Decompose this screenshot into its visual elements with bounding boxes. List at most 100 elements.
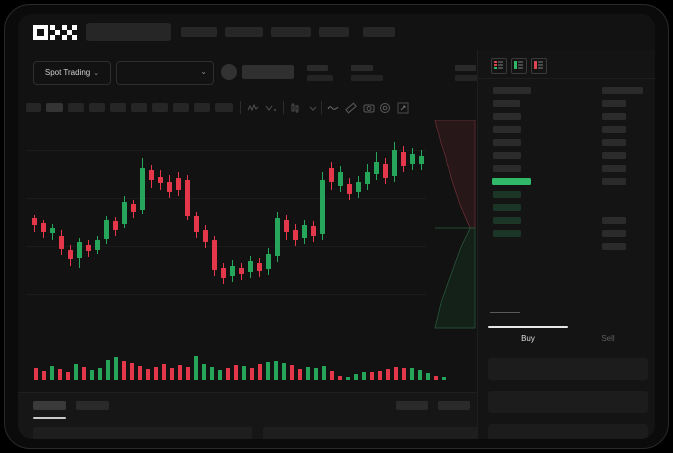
- orders-panel: [18, 392, 482, 439]
- volume-bar: [130, 363, 134, 380]
- orderbook-bid-row[interactable]: [493, 191, 521, 198]
- orderbook-best-price-row[interactable]: [492, 178, 531, 185]
- volume-bar: [66, 372, 70, 380]
- volume-bar: [282, 363, 286, 380]
- camera-icon[interactable]: [363, 102, 375, 114]
- compare-icon[interactable]: [265, 102, 277, 114]
- orderbook-right-row[interactable]: [602, 139, 626, 146]
- timeframe-chip-1[interactable]: [26, 103, 41, 112]
- volume-bar: [322, 366, 326, 380]
- orderbook-right-row[interactable]: [602, 126, 626, 133]
- timeframe-chip-3[interactable]: [68, 103, 84, 112]
- orderbook-ask-row[interactable]: [493, 139, 521, 146]
- nav-item-1[interactable]: [181, 27, 217, 37]
- timeframe-chip-10[interactable]: [215, 103, 233, 112]
- stat-change-24h: [351, 65, 383, 81]
- orderbook-bid-row[interactable]: [493, 230, 521, 237]
- volume-bar: [90, 370, 94, 380]
- tab-sell[interactable]: Sell: [601, 334, 615, 343]
- volume-bar: [314, 368, 318, 380]
- orderbook-right-row[interactable]: [602, 243, 626, 250]
- orderbook-ask-row[interactable]: [493, 165, 521, 172]
- okx-logo[interactable]: [33, 25, 77, 40]
- orderbook-right-row[interactable]: [602, 178, 626, 185]
- orderbook-both-icon[interactable]: [491, 58, 507, 74]
- orderbook-ask-row[interactable]: [493, 100, 520, 107]
- volume-bar: [274, 361, 278, 380]
- orderbook-asks-icon[interactable]: [531, 58, 547, 74]
- chart-gridline: [26, 150, 426, 151]
- orderbook-bid-row[interactable]: [493, 217, 521, 224]
- candlestick-type-icon[interactable]: [289, 102, 301, 114]
- depth-chart-svg: [434, 120, 476, 329]
- price-chart[interactable]: [18, 120, 477, 337]
- orderbook-bid-row[interactable]: [493, 204, 521, 211]
- ruler-icon[interactable]: [345, 102, 357, 114]
- orderbook-right-row[interactable]: [602, 152, 626, 159]
- volume-bar: [170, 368, 174, 380]
- stat-high-24h: [455, 65, 487, 81]
- volume-bar: [34, 368, 38, 380]
- volume-bar: [346, 377, 350, 380]
- tab-buy[interactable]: Buy: [521, 334, 535, 343]
- fullscreen-icon[interactable]: [397, 102, 409, 114]
- timeframe-chip-8[interactable]: [173, 103, 189, 112]
- search-input[interactable]: [86, 23, 171, 41]
- timeframe-chip-2[interactable]: [46, 103, 63, 112]
- volume-bar: [186, 367, 190, 380]
- volume-bar: [202, 364, 206, 380]
- nav-item-4[interactable]: [319, 27, 349, 37]
- volume-bar: [394, 367, 398, 380]
- volume-bar: [210, 367, 214, 380]
- volume-bar: [98, 368, 102, 380]
- coin-avatar: [221, 64, 237, 80]
- orderbook-ask-row[interactable]: [493, 113, 521, 120]
- orderbook-right-row[interactable]: [602, 87, 643, 94]
- line-chart-icon[interactable]: [327, 102, 339, 114]
- active-tab-underline: [33, 417, 66, 419]
- nav-item-3[interactable]: [271, 27, 311, 37]
- timeframe-chip-5[interactable]: [110, 103, 126, 112]
- orderbook-right-row[interactable]: [602, 165, 626, 172]
- orderbook-right-row[interactable]: [602, 113, 626, 120]
- volume-bar: [442, 377, 446, 380]
- chart-gridline: [26, 198, 426, 199]
- timeframe-chip-9[interactable]: [194, 103, 210, 112]
- orderbook-bids-icon[interactable]: [511, 58, 527, 74]
- orderbook-ask-row[interactable]: [493, 126, 521, 133]
- nav-item-2[interactable]: [225, 27, 263, 37]
- timeframe-chip-4[interactable]: [89, 103, 105, 112]
- spot-trading-selector[interactable]: Spot Trading ⌄: [33, 61, 111, 85]
- volume-bar: [58, 369, 62, 380]
- volume-bar: [234, 365, 238, 380]
- top-navigation-bar: [18, 14, 655, 50]
- orderbook-ask-row[interactable]: [493, 152, 521, 159]
- nav-item-5[interactable]: [363, 27, 395, 37]
- amount-field[interactable]: [488, 391, 648, 413]
- volume-bar: [114, 357, 118, 380]
- volume-bar: [242, 366, 246, 380]
- toolbar-divider: [321, 101, 322, 114]
- orderbook-right-row[interactable]: [602, 100, 626, 107]
- volume-bar: [122, 361, 126, 380]
- orderbook-right-row[interactable]: [602, 217, 626, 224]
- volume-bar: [434, 376, 438, 380]
- tab-open-orders[interactable]: [33, 401, 66, 410]
- tab-order-history[interactable]: [76, 401, 109, 410]
- candlestick-series: [18, 120, 433, 337]
- price-field[interactable]: [488, 358, 648, 380]
- chevron-down-icon: ⌄: [93, 70, 100, 77]
- total-field[interactable]: [488, 424, 648, 439]
- chart-gridline: [26, 294, 426, 295]
- orderbook-right-row[interactable]: [602, 230, 626, 237]
- chevron-down-icon[interactable]: [307, 102, 319, 114]
- settings-icon[interactable]: [379, 102, 391, 114]
- indicator-icon[interactable]: [247, 102, 259, 114]
- orderbook-ask-row[interactable]: [493, 87, 531, 94]
- timeframe-chip-7[interactable]: [152, 103, 168, 112]
- pair-select[interactable]: ⌄: [116, 61, 214, 85]
- volume-bar: [258, 364, 262, 380]
- bottom-action-2[interactable]: [438, 401, 470, 410]
- timeframe-chip-6[interactable]: [131, 103, 147, 112]
- bottom-action-1[interactable]: [396, 401, 428, 410]
